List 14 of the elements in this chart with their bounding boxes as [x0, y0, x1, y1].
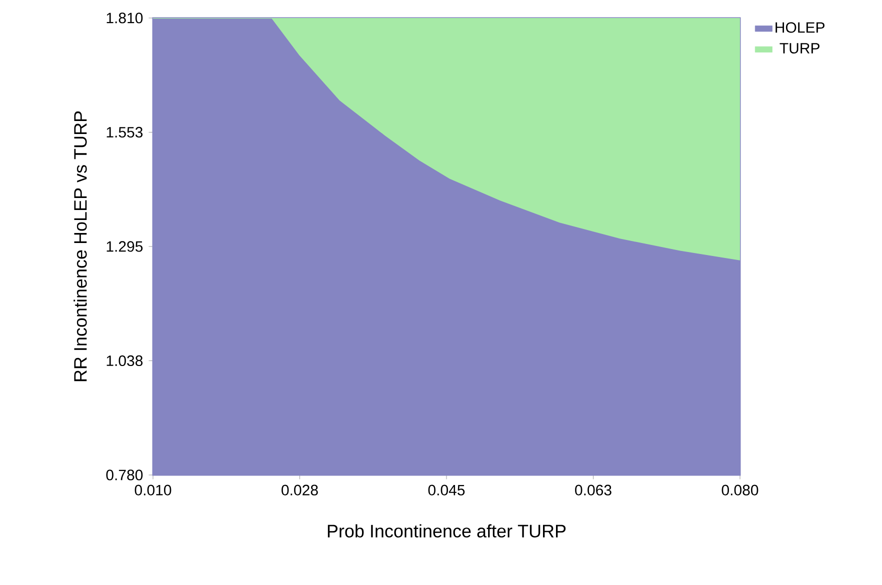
x-tick-label: 0.028	[282, 484, 318, 496]
x-axis-title: Prob Incontinence after TURP	[328, 524, 566, 538]
legend-label: HOLEP	[776, 22, 824, 33]
y-axis-title: RR Incontinence HoLEP vs TURP	[74, 111, 87, 382]
legend-label: TURP	[780, 43, 820, 54]
x-tick-label: 0.010	[134, 484, 172, 496]
y-tick-label: 1.553	[106, 126, 143, 138]
x-tick-label: 0.080	[722, 484, 758, 496]
x-tick-label: 0.063	[575, 484, 612, 496]
y-tick-label: 1.038	[106, 355, 143, 366]
y-tick-label: 0.780	[106, 470, 143, 480]
y-tick-label: 1.295	[106, 241, 143, 252]
x-tick-label: 0.045	[428, 484, 465, 496]
y-tick-label: 1.810	[106, 12, 143, 24]
